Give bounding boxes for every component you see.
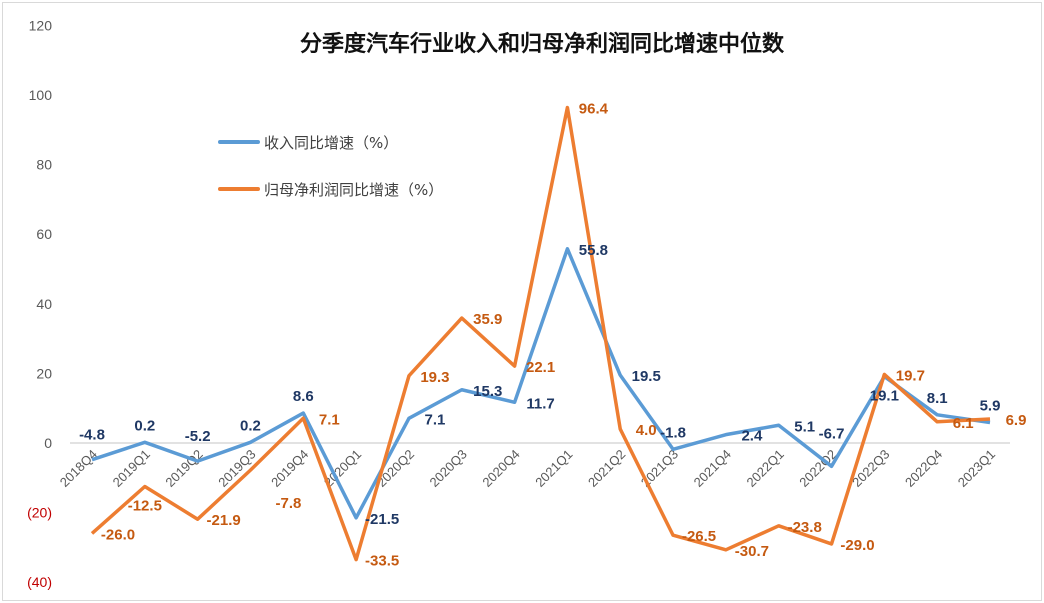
x-tick-label: 2021Q3 <box>638 447 681 490</box>
data-label: 8.6 <box>293 388 314 405</box>
x-tick-label: 2022Q2 <box>796 447 839 490</box>
data-label: -12.5 <box>128 498 162 515</box>
data-label: 0.2 <box>134 417 155 434</box>
chart-title: 分季度汽车行业收入和归母净利润同比增速中位数 <box>299 32 784 57</box>
x-tick-label: 2022Q4 <box>902 447 945 490</box>
y-tick-label: 0 <box>44 435 52 451</box>
data-label: 5.9 <box>980 397 1001 414</box>
legend-item-revenue: 收入同比增速（%） <box>218 130 443 154</box>
data-label: 55.8 <box>579 242 608 259</box>
data-label: -21.5 <box>365 511 399 528</box>
data-label: 7.1 <box>425 411 446 428</box>
y-tick-label: (20) <box>27 505 52 521</box>
x-tick-label: 2019Q4 <box>268 447 311 490</box>
data-label: 4.0 <box>636 422 657 439</box>
data-label: 15.3 <box>473 383 502 400</box>
legend-swatch-revenue <box>218 140 260 144</box>
data-label: -4.8 <box>79 427 105 444</box>
x-tick-label: 2020Q4 <box>479 447 522 490</box>
data-label: 19.7 <box>896 367 925 384</box>
data-label: -7.8 <box>276 495 302 512</box>
y-tick-label: 80 <box>36 157 52 173</box>
data-label: 2.4 <box>741 428 763 445</box>
data-label: -30.7 <box>735 543 769 560</box>
x-tick-label: 2023Q1 <box>955 447 998 490</box>
legend-swatch-profit <box>218 187 260 191</box>
legend-label-profit: 归母净利润同比增速（%） <box>264 180 444 199</box>
series-line-revenue <box>91 247 991 520</box>
data-label: 7.1 <box>319 411 340 428</box>
data-label: -26.0 <box>101 526 135 543</box>
x-tick-label: 2021Q4 <box>691 447 734 490</box>
data-label: 19.3 <box>420 369 449 386</box>
data-label: 8.1 <box>927 390 948 407</box>
y-tick-label: 60 <box>36 226 52 242</box>
data-label: 19.5 <box>632 368 661 385</box>
data-label: -5.2 <box>185 428 211 445</box>
data-label: -26.5 <box>682 528 716 545</box>
data-label: 96.4 <box>579 101 609 118</box>
data-label: -29.0 <box>840 537 874 554</box>
x-tick-label: 2021Q2 <box>585 447 628 490</box>
y-tick-label: 40 <box>36 296 52 312</box>
x-tick-label: 2021Q1 <box>532 447 575 490</box>
data-label: 6.1 <box>953 415 974 432</box>
legend: 收入同比增速（%） 归母净利润同比增速（%） <box>218 130 443 224</box>
y-tick-label: 20 <box>36 365 52 381</box>
y-tick-label: 100 <box>29 87 53 103</box>
data-label: -1.8 <box>660 424 686 441</box>
x-tick-label: 2018Q4 <box>57 447 100 490</box>
y-tick-label: 120 <box>29 17 53 33</box>
y-tick-label: (40) <box>27 574 52 590</box>
x-tick-label: 2019Q2 <box>162 447 205 490</box>
series-line-profit <box>90 105 991 562</box>
data-label: 35.9 <box>473 311 502 328</box>
data-label: 6.9 <box>1006 412 1027 429</box>
data-label: -21.9 <box>207 512 241 529</box>
x-tick-label: 2020Q2 <box>374 447 417 490</box>
data-label: -33.5 <box>365 553 399 570</box>
data-label: 5.1 <box>794 418 815 435</box>
x-tick-label: 2022Q1 <box>744 447 787 490</box>
data-label: 19.1 <box>870 388 899 405</box>
x-tick-label: 2020Q3 <box>427 447 470 490</box>
data-label: 0.2 <box>240 417 261 434</box>
legend-item-profit: 归母净利润同比增速（%） <box>218 177 443 201</box>
data-label: 11.7 <box>526 395 554 412</box>
data-label: -6.7 <box>819 425 845 442</box>
legend-label-revenue: 收入同比增速（%） <box>264 133 399 152</box>
data-label: 22.1 <box>526 359 555 376</box>
data-label: -23.8 <box>788 519 822 536</box>
